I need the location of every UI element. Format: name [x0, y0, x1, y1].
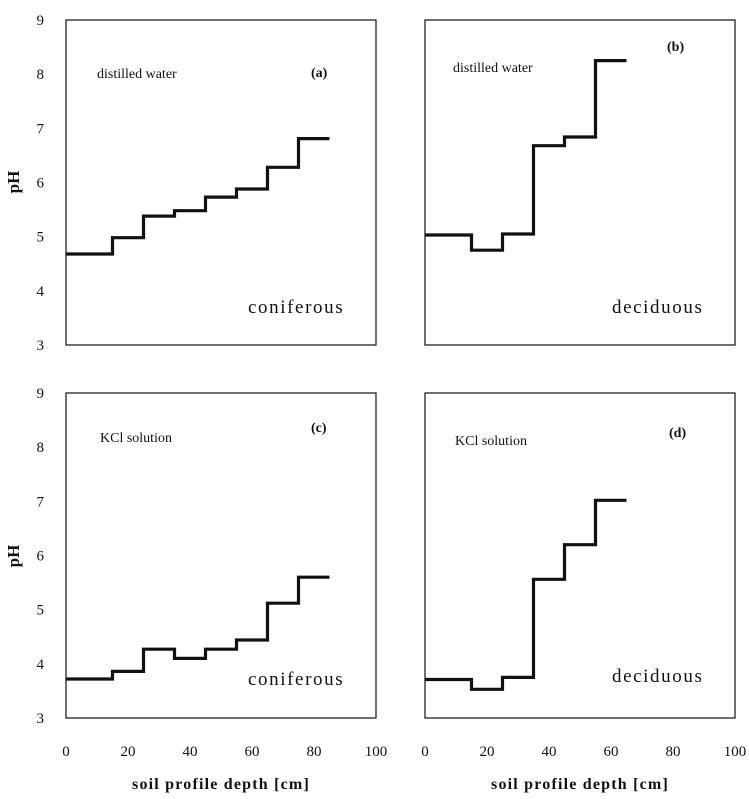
panel-label-c: (c) — [311, 421, 327, 436]
x-tick-label-d-40: 40 — [542, 744, 557, 760]
panel-b-frame — [424, 19, 736, 346]
series-line-c — [66, 575, 330, 681]
forest-label-b: deciduous — [612, 297, 703, 318]
x-tick-label-c-0: 0 — [62, 744, 70, 760]
y-tick-label-c-6: 6 — [37, 549, 45, 565]
series-line-d — [425, 498, 627, 691]
y-tick-label-c-4: 4 — [37, 657, 45, 673]
y-tick-label-a-8: 8 — [37, 67, 45, 83]
y-tick-label-c-8: 8 — [37, 440, 45, 456]
panel-label-b: (b) — [667, 40, 684, 55]
x-tick-label-c-100: 100 — [365, 744, 388, 760]
y-axis-title-top: pH — [4, 171, 23, 194]
x-tick-label-d-20: 20 — [480, 744, 495, 760]
y-tick-label-a-3: 3 — [37, 338, 45, 354]
x-tick-label-c-60: 60 — [245, 744, 260, 760]
panel-c-frame — [65, 392, 377, 719]
forest-label-c: coniferous — [248, 669, 344, 690]
panel-label-a: (a) — [311, 66, 328, 81]
y-tick-label-c-7: 7 — [37, 494, 45, 510]
y-tick-label-a-6: 6 — [37, 176, 45, 192]
series-line-a — [66, 137, 330, 256]
y-tick-label-a-7: 7 — [37, 121, 45, 137]
x-tick-label-c-80: 80 — [307, 744, 322, 760]
solution-label-a: distilled water — [97, 67, 177, 82]
y-tick-label-c-3: 3 — [37, 711, 45, 727]
x-tick-label-d-0: 0 — [421, 744, 429, 760]
y-axis-title-bottom: pH — [4, 545, 23, 568]
x-tick-label-d-100: 100 — [724, 744, 747, 760]
x-axis-title-right: soil profile depth [cm] — [491, 776, 669, 793]
solution-label-d: KCl solution — [455, 434, 527, 449]
panel-d-frame — [424, 392, 736, 719]
y-tick-label-a-9: 9 — [37, 13, 45, 29]
solution-label-c: KCl solution — [100, 431, 172, 446]
y-tick-label-a-4: 4 — [37, 284, 45, 300]
solution-label-b: distilled water — [453, 61, 533, 76]
x-tick-label-d-80: 80 — [666, 744, 681, 760]
forest-label-a: coniferous — [248, 297, 344, 318]
x-tick-label-d-60: 60 — [604, 744, 619, 760]
y-tick-label-c-5: 5 — [37, 603, 45, 619]
y-tick-label-a-5: 5 — [37, 230, 45, 246]
y-tick-label-c-9: 9 — [37, 386, 45, 402]
tick-labels: 3 4 5 6 7 8 9 3 4 5 6 7 8 9 0 20 40 60 80 100 0 20 40 60 80 100 — [37, 13, 747, 760]
x-tick-label-c-40: 40 — [183, 744, 198, 760]
x-axis-title-left: soil profile depth [cm] — [132, 776, 310, 793]
x-tick-label-c-20: 20 — [121, 744, 136, 760]
series-line-b — [425, 59, 627, 252]
panel-a-frame — [65, 19, 377, 346]
forest-label-d: deciduous — [612, 666, 703, 687]
panel-label-d: (d) — [669, 426, 686, 441]
